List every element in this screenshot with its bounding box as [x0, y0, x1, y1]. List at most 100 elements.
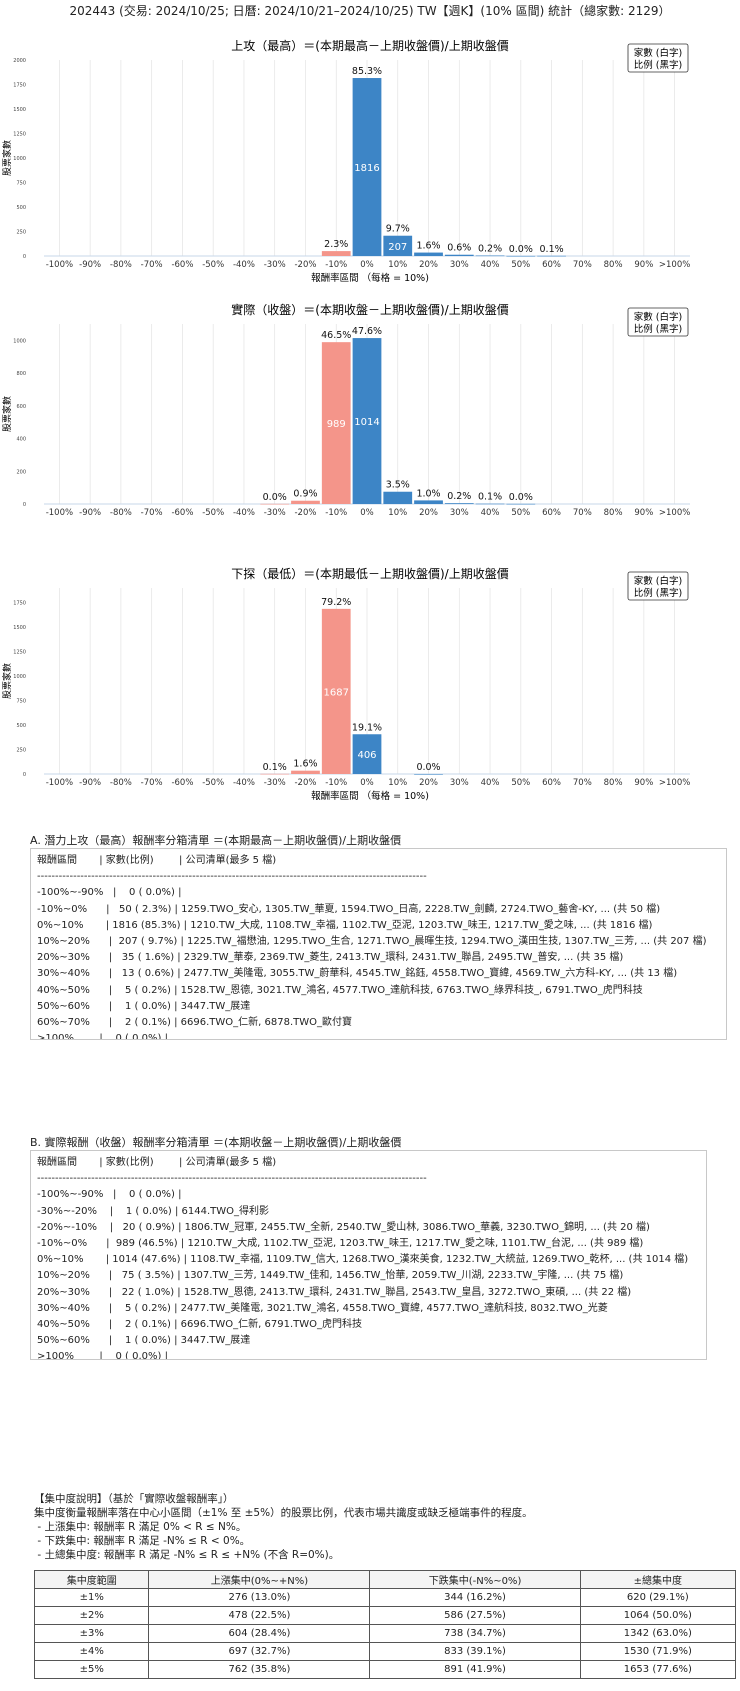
x-tick-label: -60% [171, 508, 193, 518]
x-tick-label: 50% [511, 778, 530, 788]
bar [444, 503, 474, 504]
y-tick-label: 800 [16, 371, 26, 377]
x-tick-label: -90% [79, 260, 101, 270]
table-header-cell: ±總集中度 [579, 1570, 737, 1589]
x-tick-label: -30% [264, 778, 286, 788]
section-b-line: >100% | 0 ( 0.0%) | [37, 1351, 168, 1360]
x-tick-label: -40% [233, 260, 255, 270]
x-tick-label: -20% [294, 508, 316, 518]
section-b-heading: B. 實際報酬（收盤）報酬率分箱清單 ＝(本期收盤－上期收盤價)/上期收盤價 [30, 1136, 402, 1149]
y-tick-label: 600 [16, 404, 26, 410]
section-a-line: >100% | 0 ( 0.0%) | [37, 1033, 168, 1040]
y-tick-label: 200 [16, 469, 26, 475]
table-cell: ±5% [33, 1660, 150, 1679]
x-tick-label: -30% [264, 260, 286, 270]
bar-count-label: 207 [388, 242, 407, 253]
table-row: ±4% 697 (32.7%) 833 (39.1%) 1530 (71.9%) [33, 1642, 737, 1661]
concentration-table-header: 集中度範圍 上漲集中(0%~+N%) 下跌集中(-N%~0%) ±總集中度 [33, 1570, 737, 1589]
x-tick-label: -20% [294, 260, 316, 270]
x-tick-label: 40% [481, 778, 500, 788]
bar-pct-label: 19.1% [352, 722, 382, 733]
section-b-line: 30%~40% | 5 ( 0.2%) | 2477.TW_美隆電, 3021.… [37, 1302, 608, 1314]
bar [291, 770, 320, 774]
bar-count-label: 989 [327, 419, 346, 430]
y-tick-label: 0 [23, 502, 26, 508]
table-cell: 697 (32.7%) [148, 1642, 371, 1661]
section-a-line: 60%~70% | 2 ( 0.1%) | 6696.TWO_仁新, 6878.… [37, 1017, 352, 1029]
table-cell: 762 (35.8%) [148, 1660, 371, 1679]
y-tick-label: 0 [23, 772, 26, 778]
x-tick-label: 0% [360, 508, 374, 518]
bar-pct-label: 0.2% [447, 491, 471, 502]
bar [506, 503, 536, 505]
section-b-line: 0%~10% | 1014 (47.6%) | 1108.TW_幸福, 1109… [37, 1254, 689, 1266]
x-tick-label: 30% [450, 260, 469, 270]
bar [352, 338, 382, 504]
section-b-list: 報酬區間 | 家數(比例) | 公司清單(最多 5 檔) ------------… [30, 1150, 707, 1360]
y-tick-label: 0 [23, 254, 26, 260]
x-tick-label: -50% [202, 778, 224, 788]
x-tick-label: -40% [233, 508, 255, 518]
table-row: ±5% 762 (35.8%) 891 (41.9%) 1653 (77.6%) [33, 1660, 737, 1679]
bar [352, 734, 382, 774]
section-a-heading: A. 潛力上攻（最高）報酬率分箱清單 ＝(本期最高－上期收盤價)/上期收盤價 [30, 834, 402, 847]
x-tick-label: 30% [450, 778, 469, 788]
x-tick-label: 10% [388, 260, 407, 270]
bar [475, 255, 505, 257]
table-cell: 478 (22.5%) [148, 1606, 371, 1625]
x-tick-label: 70% [573, 778, 592, 788]
y-tick-label: 1750 [13, 601, 26, 607]
x-tick-label: -60% [171, 778, 193, 788]
y-axis-label: 股票家數 [1, 140, 13, 176]
legend-box [627, 307, 689, 337]
x-tick-label: -100% [46, 260, 73, 270]
x-tick-label: 50% [511, 508, 530, 518]
x-tick-label: 30% [450, 508, 469, 518]
bar [260, 503, 290, 505]
x-tick-label: -10% [325, 508, 347, 518]
section-b-line: -10%~0% | 989 (46.5%) | 1210.TW_大成, 1102… [37, 1238, 644, 1250]
x-tick-label: 60% [542, 778, 561, 788]
x-axis-label: 報酬率區間 （每格 = 10%) [311, 790, 429, 802]
bar-pct-label: 85.3% [352, 66, 382, 77]
bar-pct-label: 79.2% [321, 597, 351, 608]
section-a-line: 0%~10% | 1816 (85.3%) | 1210.TW_大成, 1108… [37, 919, 653, 931]
x-tick-label: -30% [264, 508, 286, 518]
x-tick-label: 20% [419, 260, 438, 270]
x-tick-label: 90% [634, 508, 653, 518]
y-tick-label: 1250 [13, 132, 26, 138]
section-b-line: 報酬區間 | 家數(比例) | 公司清單(最多 5 檔) [37, 1157, 277, 1168]
x-tick-label: 20% [419, 508, 438, 518]
concentration-note-line: - 上漲集中: 報酬率 R 滿足 0% < R ≤ N%。 [34, 1521, 247, 1533]
bar-count-label: 1014 [354, 417, 379, 428]
section-b-line: 50%~60% | 1 ( 0.0%) | 3447.TW_展達 [37, 1335, 251, 1347]
x-tick-label: 80% [604, 260, 623, 270]
bar-pct-label: 0.6% [447, 243, 471, 254]
section-a-line: 報酬區間 | 家數(比例) | 公司清單(最多 5 檔) [37, 855, 277, 866]
table-row: ±3% 604 (28.4%) 738 (34.7%) 1342 (63.0%) [33, 1624, 737, 1643]
table-cell: 1064 (50.0%) [579, 1606, 737, 1625]
x-tick-label: -70% [141, 778, 163, 788]
x-tick-label: 80% [604, 508, 623, 518]
x-tick-label: 50% [511, 260, 530, 270]
section-a-list: 報酬區間 | 家數(比例) | 公司清單(最多 5 檔) ------------… [30, 848, 727, 1040]
y-tick-label: 1000 [13, 674, 26, 680]
bar-count-label: 1687 [324, 687, 349, 698]
x-tick-label: -90% [79, 778, 101, 788]
x-tick-label: -60% [171, 260, 193, 270]
concentration-note-line: - 下跌集中: 報酬率 R 滿足 -N% ≤ R < 0%。 [34, 1535, 251, 1547]
section-b-line: ----------------------------------------… [37, 1173, 427, 1185]
x-tick-label: 60% [542, 260, 561, 270]
bar [414, 500, 443, 504]
y-tick-label: 500 [16, 723, 26, 729]
legend-entry: 家數 (白字) [634, 47, 682, 59]
table-cell: 1342 (63.0%) [579, 1624, 737, 1643]
table-cell: ±4% [33, 1642, 150, 1661]
x-tick-label: >100% [659, 778, 690, 788]
x-tick-label: 60% [542, 508, 561, 518]
bar [537, 255, 566, 257]
bar [414, 774, 443, 775]
y-tick-label: 2000 [13, 58, 26, 64]
bar-pct-label: 0.1% [263, 762, 287, 773]
chart-upside-high: 上攻（最高）＝(本期最高－上期收盤價)/上期收盤價 0 250 500 750 1000 1… [1, 38, 690, 284]
